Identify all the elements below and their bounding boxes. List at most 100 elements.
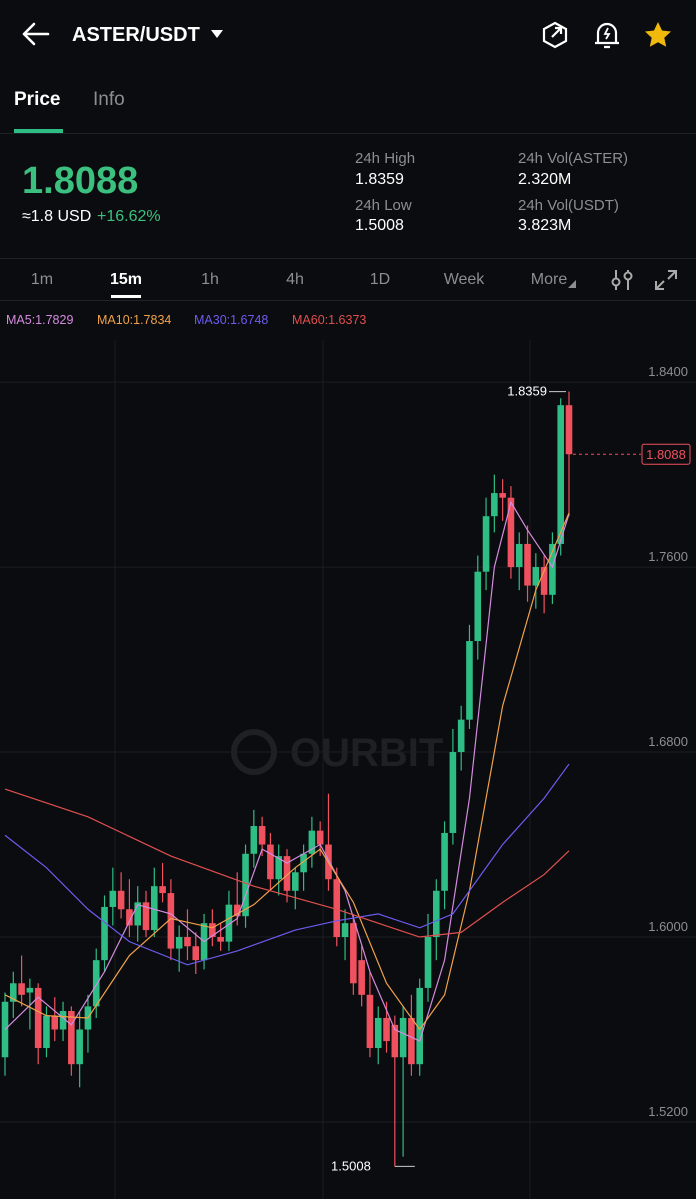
candle-body <box>391 1024 399 1058</box>
candle-body <box>275 856 283 880</box>
usd-price: ≈1.8 USD <box>22 208 92 225</box>
legend-entry: MA30:1.6748 <box>194 313 268 327</box>
candle-body <box>258 826 266 845</box>
candle-body <box>524 543 531 586</box>
candle-body <box>350 923 357 984</box>
candle-body <box>557 405 565 544</box>
tab-info[interactable]: Info <box>93 89 125 110</box>
candle-body <box>449 752 457 833</box>
watermark: OURBIT <box>290 731 443 775</box>
candle-body <box>142 902 150 931</box>
candle-body <box>374 1017 382 1049</box>
y-tick-label: 1.7600 <box>648 549 688 564</box>
y-tick-label: 1.5200 <box>648 1104 688 1119</box>
candle-body <box>68 1011 75 1065</box>
tab-underline <box>14 129 63 133</box>
interval-tab[interactable]: 1h <box>201 271 219 288</box>
stat-label: 24h Vol(ASTER) <box>518 150 629 167</box>
candle-body <box>540 567 548 595</box>
candle-body <box>9 983 17 1002</box>
fullscreen-icon[interactable] <box>654 269 678 291</box>
candle-body <box>167 893 175 949</box>
candle-body <box>126 909 133 926</box>
candle-body <box>117 890 125 910</box>
interval-tab-active[interactable]: 15m <box>109 271 143 288</box>
alert-icon[interactable] <box>592 19 622 51</box>
candle-body <box>399 1017 407 1058</box>
divider <box>0 300 696 301</box>
ma-line <box>4 512 570 1031</box>
candle-body <box>51 1015 59 1030</box>
high-label: 1.8359 <box>507 384 547 399</box>
more-caret <box>568 280 576 288</box>
candle-body <box>432 890 440 938</box>
stat-value: 1.5008 <box>355 217 404 234</box>
candle-body <box>134 902 142 926</box>
candle-body <box>515 543 523 568</box>
candle-body <box>175 937 183 949</box>
candle-body <box>507 497 515 568</box>
stat-value: 3.823M <box>518 217 572 234</box>
candle-body <box>109 890 117 907</box>
back-button[interactable] <box>18 20 52 48</box>
share-icon[interactable] <box>540 20 570 50</box>
stat-label: 24h High <box>355 150 416 167</box>
y-tick-label: 1.6800 <box>648 734 688 749</box>
interval-tab[interactable]: Week <box>443 271 485 288</box>
candle-body <box>76 1029 83 1065</box>
interval-tab[interactable]: 1m <box>30 271 54 288</box>
interval-underline <box>111 295 141 298</box>
candle-body <box>366 994 374 1049</box>
tab-price[interactable]: Price <box>14 89 61 110</box>
divider <box>0 133 696 134</box>
stat-label: 24h Low <box>355 197 412 214</box>
candle-body <box>457 719 465 753</box>
candle-body <box>283 856 291 891</box>
pair-title[interactable]: ASTER/USDT <box>72 24 200 46</box>
candle-body <box>300 853 307 873</box>
legend-entry: MA5:1.7829 <box>6 313 73 327</box>
candle-body <box>565 405 573 455</box>
stat-value: 2.320M <box>518 171 572 188</box>
candle-body <box>308 830 316 854</box>
candle-body <box>291 872 299 891</box>
interval-more[interactable]: More <box>530 271 568 288</box>
interval-tab[interactable]: 1D <box>369 271 391 288</box>
legend-entry: MA60:1.6373 <box>292 313 366 327</box>
candle-body <box>383 1017 390 1042</box>
interval-tab[interactable]: 4h <box>286 271 304 288</box>
candle-body <box>316 830 324 845</box>
ma-line <box>4 763 570 966</box>
candle-body <box>341 923 349 938</box>
y-tick-label: 1.6000 <box>648 919 688 934</box>
last-price: 1.8088 <box>22 160 139 202</box>
favorite-star[interactable] <box>643 20 673 50</box>
candle-body <box>549 543 556 595</box>
candle-body <box>491 493 498 517</box>
candle-body <box>34 987 42 1049</box>
candle-body <box>150 886 158 931</box>
indicator-icon[interactable] <box>610 268 636 292</box>
candle-body <box>242 853 249 917</box>
ma-line <box>4 500 570 1042</box>
candle-body <box>499 493 506 498</box>
candle-body <box>101 906 108 961</box>
candle-body <box>482 516 490 572</box>
candle-body <box>416 987 424 1065</box>
ma-line <box>4 788 570 938</box>
dropdown-icon[interactable] <box>210 29 224 39</box>
candle-body <box>408 1017 415 1065</box>
low-label: 1.5008 <box>331 1158 371 1173</box>
candle-body <box>209 923 216 938</box>
candle-body <box>267 844 274 880</box>
candle-body <box>159 886 166 894</box>
candle-body <box>192 946 200 961</box>
candle-body <box>532 567 540 586</box>
y-tick-label: 1.8400 <box>648 364 688 379</box>
price-change: +16.62% <box>97 208 161 225</box>
candle-body <box>474 571 482 642</box>
candlestick-chart: OURBIT 1.8400 1.7600 1.6800 1.6000 1.5200 MA5… <box>0 313 696 1199</box>
candle-body <box>59 1011 67 1030</box>
candle-body <box>225 904 233 942</box>
